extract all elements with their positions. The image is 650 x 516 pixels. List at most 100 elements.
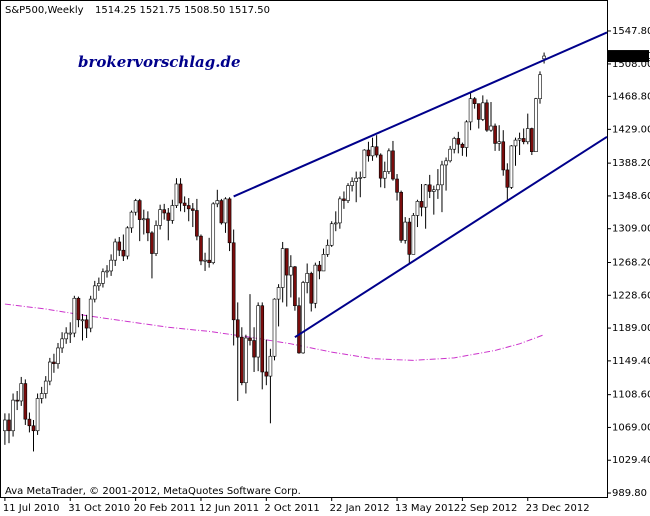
candle-body xyxy=(378,154,383,179)
y-tick-label: 1108.60 xyxy=(612,390,650,401)
trend-line xyxy=(233,31,608,198)
plot-frame xyxy=(0,0,608,498)
candle-body xyxy=(252,340,256,358)
y-tick-label: 1069.00 xyxy=(612,422,650,433)
candle-body xyxy=(525,128,530,143)
candle-body xyxy=(27,418,32,427)
candle-body xyxy=(215,200,220,205)
copyright: Ava MetaTrader, © 2001-2012, MetaQuotes … xyxy=(5,486,301,497)
candle-body xyxy=(19,383,24,402)
candle-body xyxy=(60,338,64,349)
candle-body xyxy=(264,371,269,377)
y-tick-label: 1508.00 xyxy=(612,59,650,70)
candle-body xyxy=(195,210,199,237)
candle-body xyxy=(64,332,68,340)
candle-body xyxy=(342,198,346,201)
candle-body xyxy=(370,146,375,157)
candle-body xyxy=(109,259,113,272)
candle-body xyxy=(460,143,465,148)
candle-body xyxy=(88,298,93,329)
candle-body xyxy=(542,55,546,60)
candle-body xyxy=(150,232,154,254)
candle-body xyxy=(476,103,481,120)
candle-body xyxy=(72,297,77,334)
candle-body xyxy=(440,164,444,186)
candle-body xyxy=(305,273,309,283)
candle-body xyxy=(92,285,97,300)
candle-body xyxy=(387,150,391,172)
candle-body xyxy=(11,399,15,432)
y-tick-label: 989.80 xyxy=(612,488,647,499)
candle-body xyxy=(329,223,334,246)
candle-body xyxy=(207,259,211,263)
candle-body xyxy=(256,305,260,358)
candle-body xyxy=(244,337,248,384)
candle-body xyxy=(464,121,469,148)
candle-body xyxy=(301,282,305,354)
x-tick-label: 13 May 2012 xyxy=(395,503,460,514)
candle-body xyxy=(43,380,48,394)
candle-body xyxy=(517,138,522,141)
x-tick-label: 31 Oct 2010 xyxy=(68,503,130,514)
candle-body xyxy=(80,319,85,322)
candle-body xyxy=(97,283,101,287)
candle-body xyxy=(309,273,314,304)
candle-body xyxy=(297,305,301,354)
y-tick-label: 1189.00 xyxy=(612,323,650,334)
candle-body xyxy=(468,98,473,123)
candle-body xyxy=(493,125,497,144)
candle-body xyxy=(260,305,265,373)
candle-body xyxy=(272,298,277,357)
candle-body xyxy=(452,138,457,150)
candle-body xyxy=(513,139,518,147)
candle-body xyxy=(203,259,207,262)
candle-body xyxy=(129,211,134,229)
candle-body xyxy=(227,198,232,244)
candle-body xyxy=(170,205,175,221)
x-tick-label: 2 Oct 2011 xyxy=(264,503,319,514)
moving-average xyxy=(4,303,545,361)
candle-body xyxy=(350,181,354,186)
y-tick-label: 1268.20 xyxy=(612,257,650,268)
x-tick-label: 23 Dec 2012 xyxy=(526,503,590,514)
candle-body xyxy=(248,337,252,341)
candle-body xyxy=(534,98,538,153)
candle-body xyxy=(182,202,187,206)
y-tick-label: 1348.60 xyxy=(612,191,650,202)
candle-body xyxy=(538,74,542,100)
candle-body xyxy=(284,248,289,276)
candle-body xyxy=(317,264,322,272)
candle-body xyxy=(415,201,420,216)
candle-body xyxy=(105,270,109,273)
chart-title: S&P500,Weekly xyxy=(5,5,84,16)
candle-body xyxy=(313,264,318,304)
y-tick-label: 1547.80 xyxy=(612,26,650,37)
y-tick-label: 1468.80 xyxy=(612,91,650,102)
candle-body xyxy=(76,297,81,321)
candle-body xyxy=(444,160,448,166)
candle-body xyxy=(117,241,122,251)
trend-line xyxy=(294,135,608,339)
candle-body xyxy=(280,248,285,288)
x-tick-label: 12 Jun 2011 xyxy=(199,503,259,514)
candle-body xyxy=(530,128,534,153)
candle-body xyxy=(166,212,171,221)
candle-body xyxy=(231,242,236,321)
candle-body xyxy=(199,235,203,262)
candle-body xyxy=(411,215,416,255)
candle-body xyxy=(427,184,432,192)
candle-body xyxy=(456,138,461,145)
candle-body xyxy=(39,393,44,399)
candle-body xyxy=(133,200,138,213)
candle-body xyxy=(436,184,440,191)
candle-body xyxy=(15,399,19,402)
candle-body xyxy=(395,178,399,193)
candle-body xyxy=(7,419,11,432)
ohlc-text: 1514.25 1521.75 1508.50 1517.50 xyxy=(95,5,270,16)
candle-body xyxy=(321,254,326,272)
candle-body xyxy=(423,184,428,208)
candle-body xyxy=(338,198,342,224)
candle-body xyxy=(101,271,105,284)
